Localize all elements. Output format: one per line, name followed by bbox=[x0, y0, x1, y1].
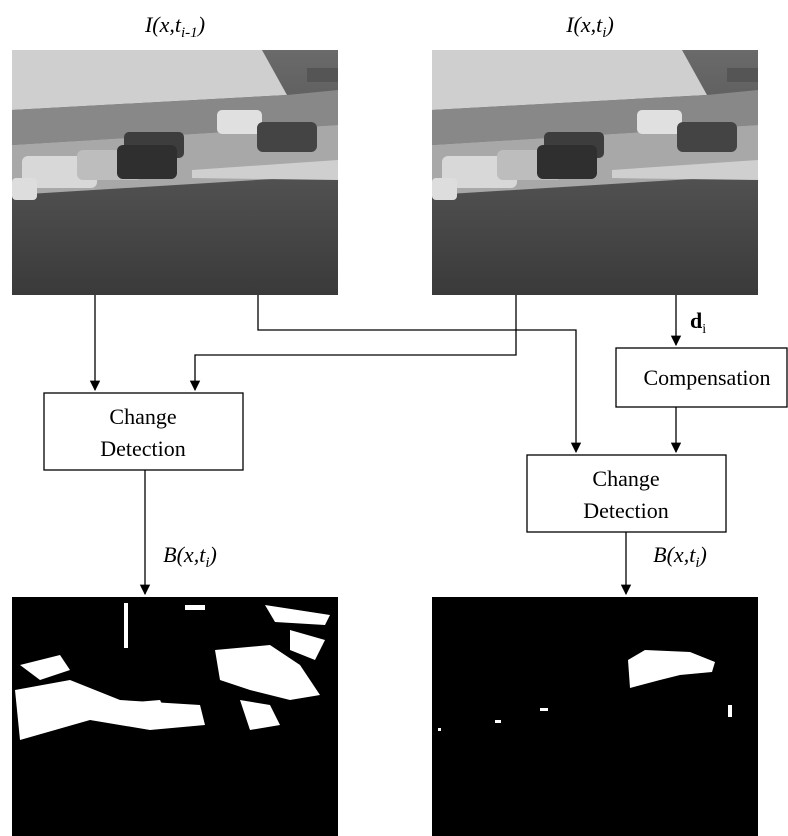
arrow bbox=[258, 295, 576, 452]
label-main: d bbox=[690, 308, 702, 333]
box-text: Change bbox=[109, 404, 176, 429]
frame-previous bbox=[12, 50, 338, 295]
mask-without-compensation bbox=[12, 597, 338, 836]
label-main: I(x,t bbox=[565, 12, 603, 37]
input-label: I(x,ti) bbox=[565, 12, 614, 41]
label-sub: i-1 bbox=[181, 25, 198, 41]
label-end: ) bbox=[698, 542, 707, 567]
box-text: Detection bbox=[583, 498, 669, 523]
box-text: Compensation bbox=[643, 365, 770, 390]
arrow bbox=[195, 295, 516, 390]
displacement-label: di bbox=[690, 308, 706, 337]
label-main: I(x,t bbox=[144, 12, 182, 37]
label-end: ) bbox=[208, 542, 217, 567]
change-detection-box: Change Detection bbox=[527, 455, 726, 532]
label-end: ) bbox=[196, 12, 205, 37]
output-label: B(x,ti) bbox=[653, 542, 707, 571]
mask-bg bbox=[432, 597, 758, 836]
box-text: Change bbox=[592, 466, 659, 491]
label-sub: i bbox=[702, 322, 706, 337]
diagram: I(x,ti-1) I(x,ti) di Compensation Change… bbox=[0, 0, 788, 836]
box-text: Detection bbox=[100, 436, 186, 461]
frame-current bbox=[432, 50, 758, 295]
output-label: B(x,ti) bbox=[163, 542, 217, 571]
label-main: B(x,t bbox=[653, 542, 696, 567]
label-end: ) bbox=[604, 12, 613, 37]
compensation-box: Compensation bbox=[616, 348, 787, 407]
input-label: I(x,ti-1) bbox=[144, 12, 205, 41]
change-detection-box: Change Detection bbox=[44, 393, 243, 470]
label-main: B(x,t bbox=[163, 542, 206, 567]
mask-with-compensation bbox=[432, 597, 758, 836]
